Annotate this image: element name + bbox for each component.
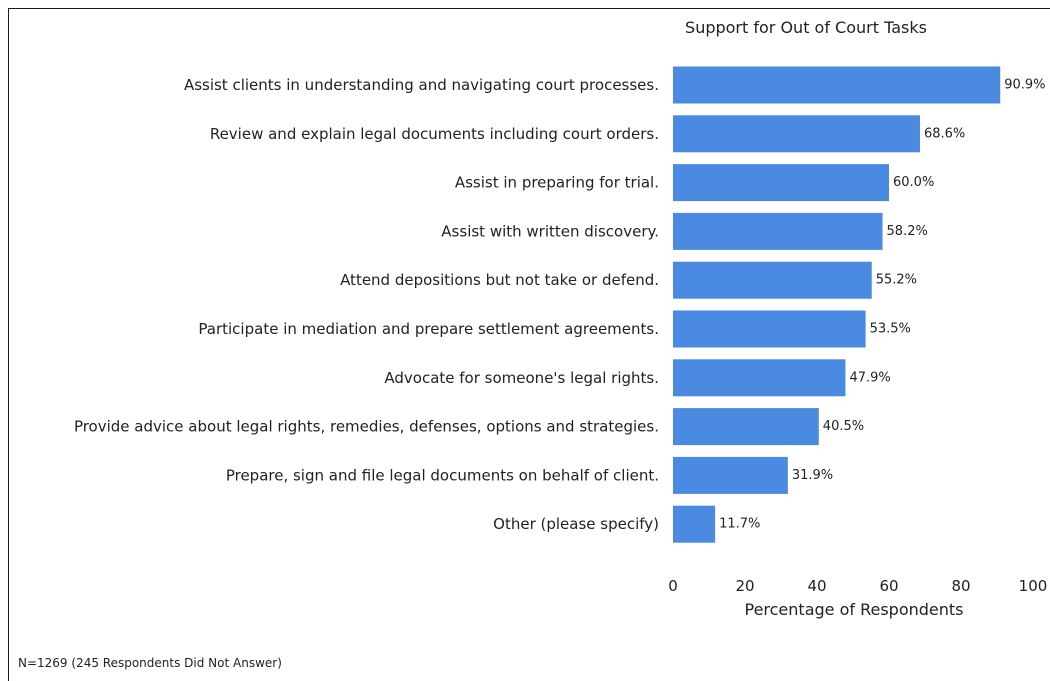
value-label: 31.9% [792, 468, 833, 483]
bar [673, 164, 889, 202]
category-label: Attend depositions but not take or defen… [340, 271, 659, 289]
category-label: Assist with written discovery. [441, 222, 659, 240]
bar [673, 115, 920, 153]
x-tick-label: 0 [668, 577, 678, 595]
value-label: 60.0% [893, 175, 934, 190]
category-label: Assist clients in understanding and navi… [184, 76, 659, 94]
bar-chart: Support for Out of Court Tasks Assist cl… [74, 18, 1047, 619]
category-label: Provide advice about legal rights, remed… [74, 418, 659, 436]
x-tick-label: 20 [735, 577, 754, 595]
x-axis-label: Percentage of Respondents [744, 600, 963, 619]
bar [673, 261, 872, 299]
bar [673, 310, 866, 348]
value-label: 11.7% [719, 517, 760, 532]
chart-frame [8, 8, 1050, 681]
category-label: Review and explain legal documents inclu… [210, 125, 659, 143]
bar [673, 408, 819, 446]
footnote: N=1269 (245 Respondents Did Not Answer) [18, 656, 282, 670]
bar [673, 212, 883, 250]
category-label: Assist in preparing for trial. [455, 174, 659, 192]
value-label: 40.5% [823, 419, 864, 434]
bar [673, 66, 1001, 104]
bar [673, 456, 788, 494]
x-axis-ticks-group: 0 20 40 60 80 100 [668, 577, 1047, 595]
x-tick-label: 60 [879, 577, 898, 595]
value-label: 90.9% [1004, 78, 1045, 93]
value-label: 47.9% [849, 370, 890, 385]
category-label: Participate in mediation and prepare set… [198, 320, 659, 338]
bars-group [673, 66, 1001, 543]
chart-title: Support for Out of Court Tasks [685, 18, 927, 37]
value-labels-group: 90.9% 68.6% 60.0% 58.2% 55.2% 53.5% 47.9% 40.5%… [719, 78, 1045, 532]
x-tick-label: 40 [807, 577, 826, 595]
bar [673, 359, 846, 397]
category-label: Prepare, sign and file legal documents o… [226, 466, 659, 484]
category-labels-group: Assist clients in understanding and navi… [74, 76, 659, 533]
value-label: 58.2% [887, 224, 928, 239]
category-label: Advocate for someone's legal rights. [384, 369, 659, 387]
x-tick-label: 80 [951, 577, 970, 595]
x-tick-label: 100 [1019, 577, 1048, 595]
category-label: Other (please specify) [493, 515, 659, 533]
bar [673, 505, 716, 543]
value-label: 55.2% [876, 273, 917, 288]
value-label: 68.6% [924, 126, 965, 141]
value-label: 53.5% [870, 322, 911, 337]
